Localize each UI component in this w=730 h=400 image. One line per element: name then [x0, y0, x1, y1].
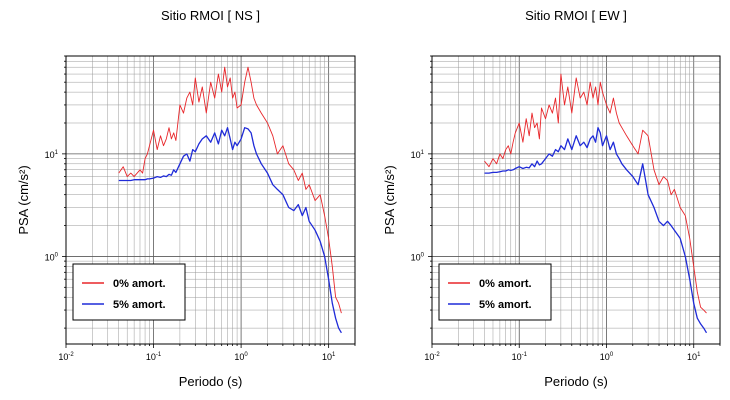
x-axis-label: Periodo (s)	[544, 374, 608, 389]
x-tick-label: 10-2	[424, 352, 440, 362]
y-axis-label: PSA (cm/s²)	[382, 165, 397, 234]
x-tick-label: 101	[322, 352, 336, 362]
series-line-undamped	[118, 66, 342, 314]
x-tick-label: 101	[687, 352, 701, 362]
legend-label: 0% amort.	[113, 278, 166, 290]
chart-title: Sitio RMOI [ EW ]	[525, 8, 627, 23]
x-tick-label: 10-2	[58, 352, 74, 362]
legend-box	[72, 263, 186, 321]
x-tick-label: 10-1	[512, 352, 528, 362]
series-line-undamped	[484, 73, 707, 314]
y-tick-label: 100	[45, 252, 59, 262]
chart-panel-1: 10-2 10-1 100 101 100 101 Sitio RMOI [ EW ] Per…	[382, 8, 721, 389]
grid	[66, 56, 355, 344]
legend-box	[438, 263, 552, 321]
x-tick-label: 100	[600, 352, 614, 362]
y-tick-label: 100	[411, 252, 425, 262]
y-tick-label: 101	[45, 150, 59, 160]
chart-panel-0: 10-2 10-1 100 101 100 101 Sitio RMOI [ NS ] Per…	[16, 8, 356, 389]
chart-title: Sitio RMOI [ NS ]	[161, 8, 260, 23]
legend-label: 5% amort.	[113, 299, 166, 311]
legend: 0% amort. 5% amort.	[438, 263, 552, 321]
y-axis-label: PSA (cm/s²)	[16, 165, 31, 234]
legend-label: 5% amort.	[479, 299, 532, 311]
plot-frame	[431, 55, 721, 345]
plot-frame	[65, 55, 356, 345]
y-tick-label: 101	[411, 150, 425, 160]
legend: 0% amort. 5% amort.	[72, 263, 186, 321]
series-line-damped	[118, 127, 342, 334]
x-tick-label: 100	[234, 352, 248, 362]
series-line-damped	[484, 127, 708, 334]
legend-label: 0% amort.	[479, 278, 532, 290]
x-axis-label: Periodo (s)	[179, 374, 243, 389]
x-tick-label: 10-1	[146, 352, 162, 362]
